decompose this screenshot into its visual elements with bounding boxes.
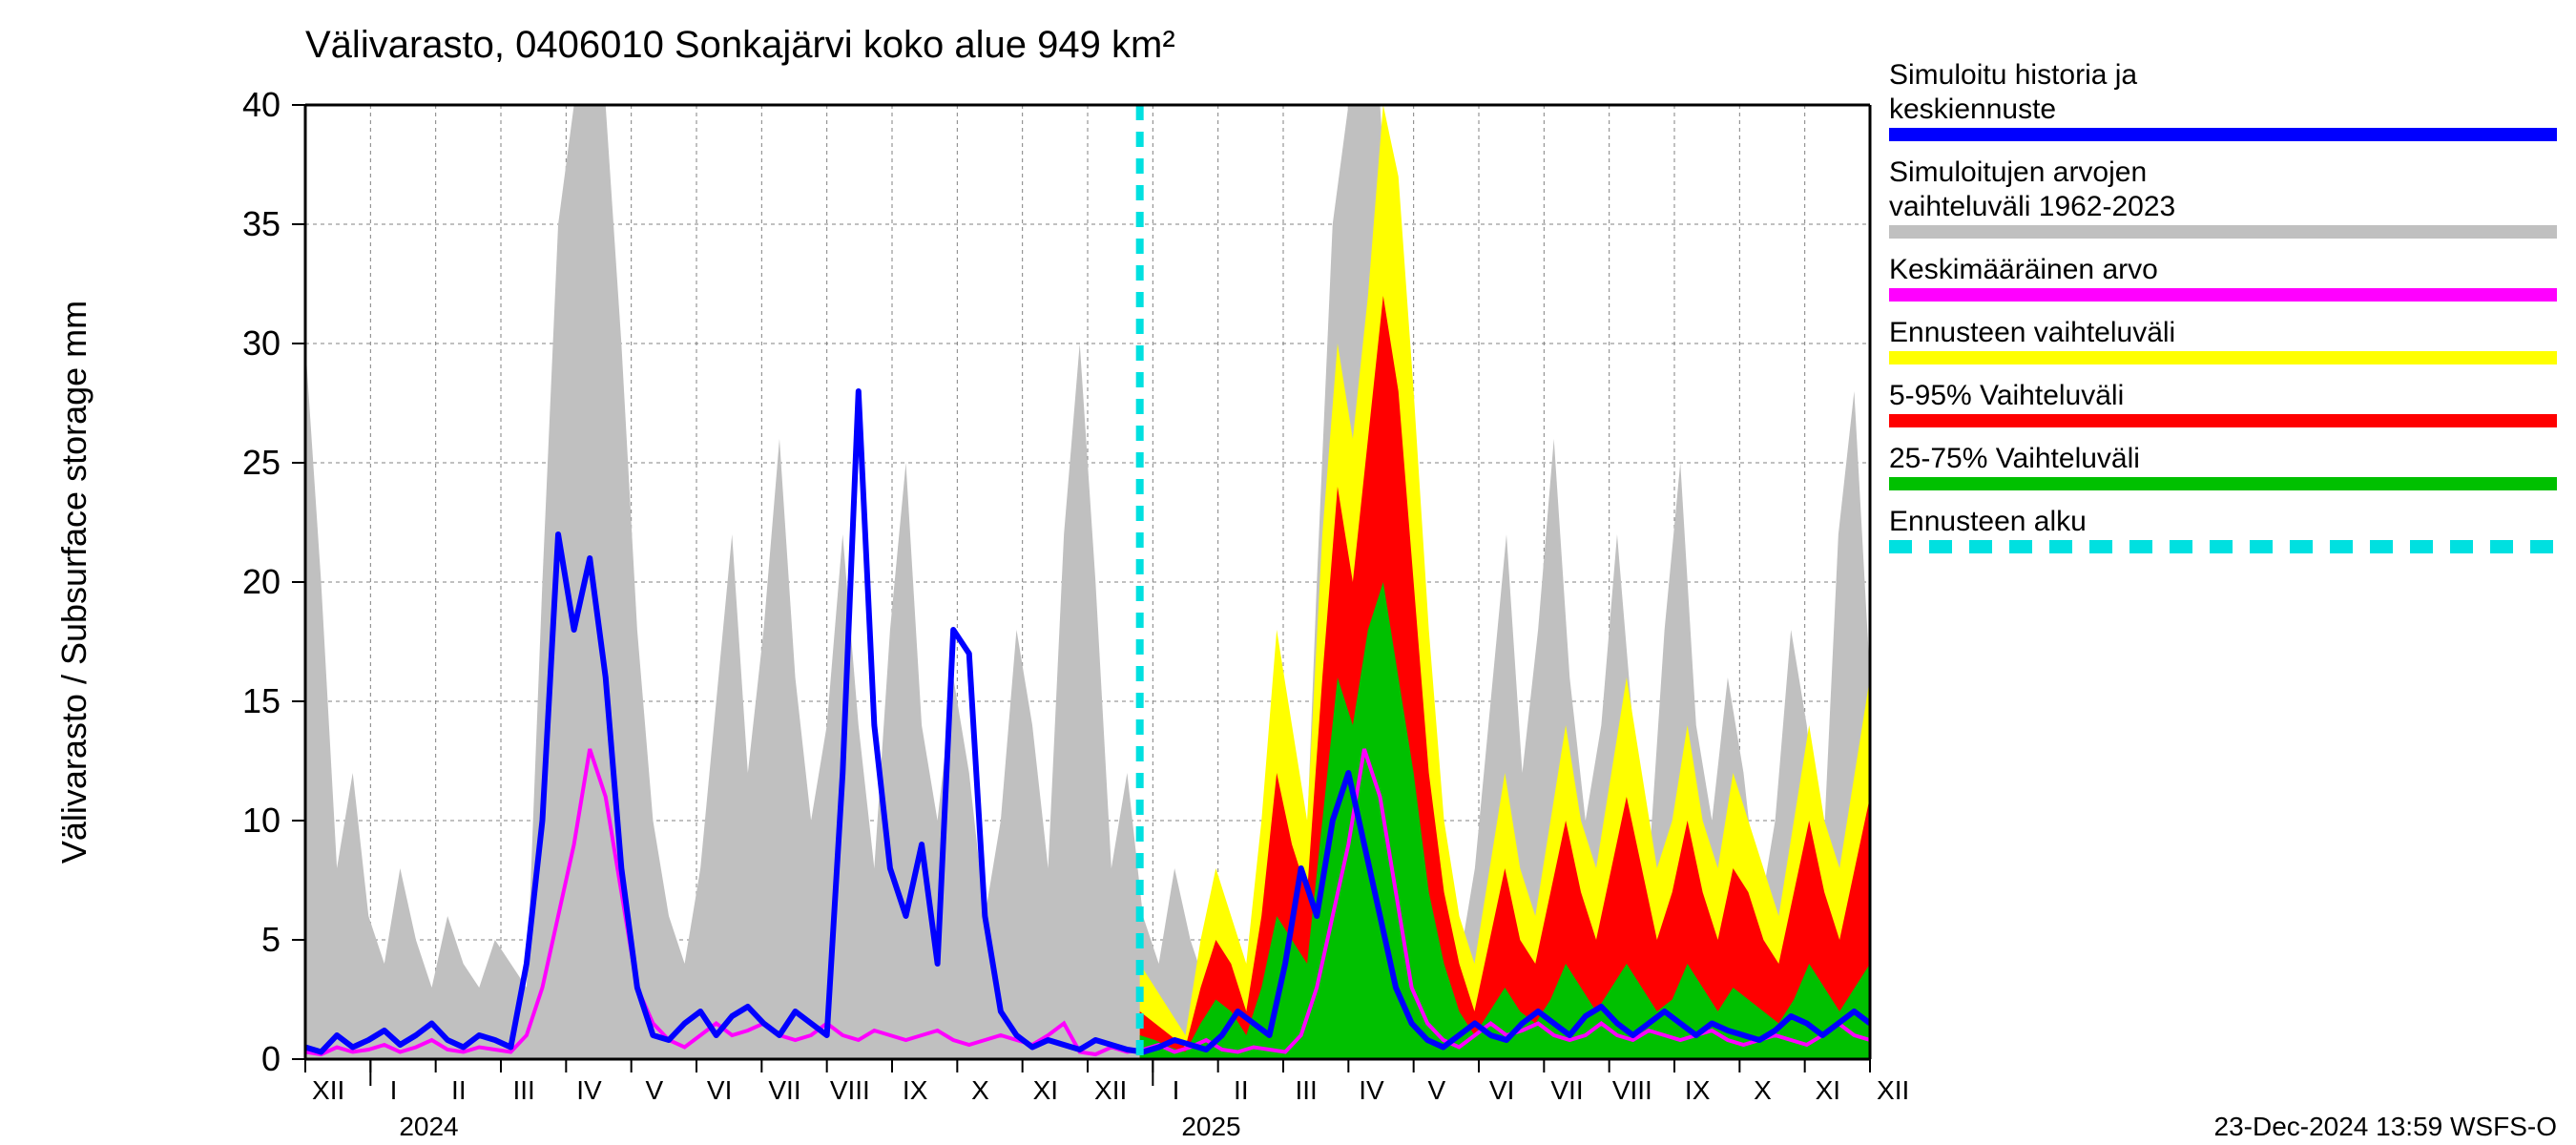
month-label: XI	[1816, 1075, 1840, 1105]
month-label: VIII	[1612, 1075, 1652, 1105]
month-label: II	[451, 1075, 467, 1105]
month-label: IV	[1359, 1075, 1384, 1105]
legend-label: Ennusteen alku	[1889, 506, 2087, 537]
month-label: VI	[1489, 1075, 1514, 1105]
legend-label: 25-75% Vaihteluväli	[1889, 443, 2140, 474]
month-label: VIII	[830, 1075, 870, 1105]
legend-swatch	[1889, 128, 2557, 141]
y-tick-label: 15	[242, 681, 280, 720]
y-tick-label: 35	[242, 204, 280, 243]
month-label: IX	[903, 1075, 928, 1105]
timestamp-label: 23-Dec-2024 13:59 WSFS-O	[2214, 1112, 2558, 1141]
legend-swatch	[1889, 288, 2557, 302]
y-tick-label: 5	[261, 920, 280, 959]
legend-swatch	[1889, 414, 2557, 427]
y-tick-label: 20	[242, 562, 280, 601]
month-label: IX	[1685, 1075, 1711, 1105]
legend-label: Keskimääräinen arvo	[1889, 254, 2158, 285]
month-label: II	[1234, 1075, 1249, 1105]
legend-swatch	[1889, 351, 2557, 364]
month-label: III	[1295, 1075, 1317, 1105]
month-label: IV	[576, 1075, 602, 1105]
legend-label: vaihteluväli 1962-2023	[1889, 191, 2175, 222]
y-tick-label: 40	[242, 85, 280, 124]
year-label: 2024	[399, 1112, 458, 1141]
legend-label: Simuloitujen arvojen	[1889, 156, 2147, 188]
month-label: I	[390, 1075, 398, 1105]
legend-label: 5-95% Vaihteluväli	[1889, 380, 2124, 411]
legend-label: Simuloitu historia ja	[1889, 59, 2137, 91]
legend-swatch	[1889, 225, 2557, 239]
month-label: III	[512, 1075, 534, 1105]
month-label: VII	[768, 1075, 800, 1105]
legend-swatch	[1889, 477, 2557, 490]
chart-container: 0510152025303540XIIIIIIIIIVVVIVIIVIIIIXX…	[0, 0, 2576, 1145]
month-label: X	[971, 1075, 989, 1105]
y-tick-label: 25	[242, 443, 280, 482]
month-label: V	[1427, 1075, 1445, 1105]
y-axis-label: Välivarasto / Subsurface storage mm	[54, 301, 93, 864]
y-tick-label: 10	[242, 801, 280, 840]
chart-title: Välivarasto, 0406010 Sonkajärvi koko alu…	[305, 24, 1175, 66]
month-label: VII	[1550, 1075, 1583, 1105]
month-label: I	[1173, 1075, 1180, 1105]
legend-label: Ennusteen vaihteluväli	[1889, 317, 2175, 348]
month-label: VI	[707, 1075, 732, 1105]
month-label: XII	[1877, 1075, 1909, 1105]
legend-label: keskiennuste	[1889, 94, 2056, 125]
month-label: V	[645, 1075, 663, 1105]
y-tick-label: 30	[242, 323, 280, 363]
month-label: XII	[312, 1075, 344, 1105]
month-label: XI	[1033, 1075, 1058, 1105]
year-label: 2025	[1181, 1112, 1240, 1141]
month-label: X	[1754, 1075, 1772, 1105]
y-tick-label: 0	[261, 1039, 280, 1078]
month-label: XII	[1094, 1075, 1127, 1105]
